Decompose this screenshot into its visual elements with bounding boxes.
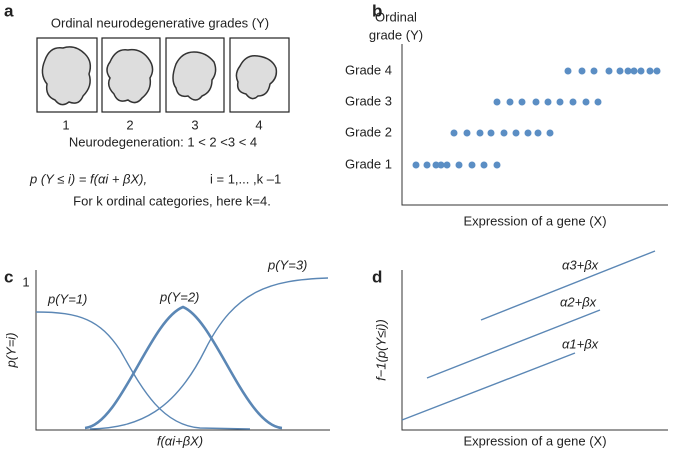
grade-number: 1: [62, 117, 69, 132]
curve-label: p(Y=2): [159, 289, 199, 304]
curve: [89, 277, 329, 430]
y-top-label: 1: [22, 274, 29, 289]
formula-note: For k ordinal categories, here k=4.: [73, 193, 271, 208]
panel-label: b: [372, 1, 382, 20]
grade-number: 3: [191, 117, 198, 132]
y-axis-label: grade (Y): [369, 27, 423, 42]
line-label: α3+βx: [562, 257, 599, 272]
category-label: Grade 3: [345, 93, 392, 108]
y-axis-label: p(Y=i): [3, 332, 18, 368]
line: [426, 309, 601, 379]
panel-title: Ordinal neurodegenerative grades (Y): [51, 15, 269, 30]
line: [480, 250, 656, 321]
x-axis-label: Expression of a gene (X): [463, 213, 606, 228]
axes: [35, 270, 330, 431]
curve-label: p(Y=1): [47, 291, 87, 306]
x-axis-label: f(αi+βX): [157, 433, 203, 448]
panel-label: a: [4, 1, 14, 20]
curve-label: p(Y=3): [267, 257, 307, 272]
line-label: α2+βx: [560, 294, 597, 309]
y-axis-label: f−1(p(Y≤i)): [373, 319, 388, 381]
brain-images: [36, 37, 290, 113]
order-text: Neurodegeneration: 1 < 2 <3 < 4: [69, 134, 257, 149]
line: [401, 352, 576, 421]
panel-label: d: [372, 267, 382, 286]
dots: [412, 67, 661, 169]
y-axis-label: Ordinal: [375, 9, 417, 24]
curve: [35, 311, 251, 430]
formula-index: i = 1,... ,k –1: [210, 171, 281, 186]
grade-number: 4: [255, 117, 262, 132]
curve: [84, 305, 283, 430]
category-label: Grade 4: [345, 62, 392, 77]
grade-number: 2: [126, 117, 133, 132]
axes: [401, 44, 668, 206]
panel-label: c: [4, 267, 13, 286]
category-label: Grade 2: [345, 124, 392, 139]
x-axis-label: Expression of a gene (X): [463, 433, 606, 448]
category-label: Grade 1: [345, 156, 392, 171]
formula: p (Y ≤ i) = f(αi + βX),: [29, 171, 147, 186]
axes: [401, 270, 668, 431]
line-label: α1+βx: [562, 336, 599, 351]
